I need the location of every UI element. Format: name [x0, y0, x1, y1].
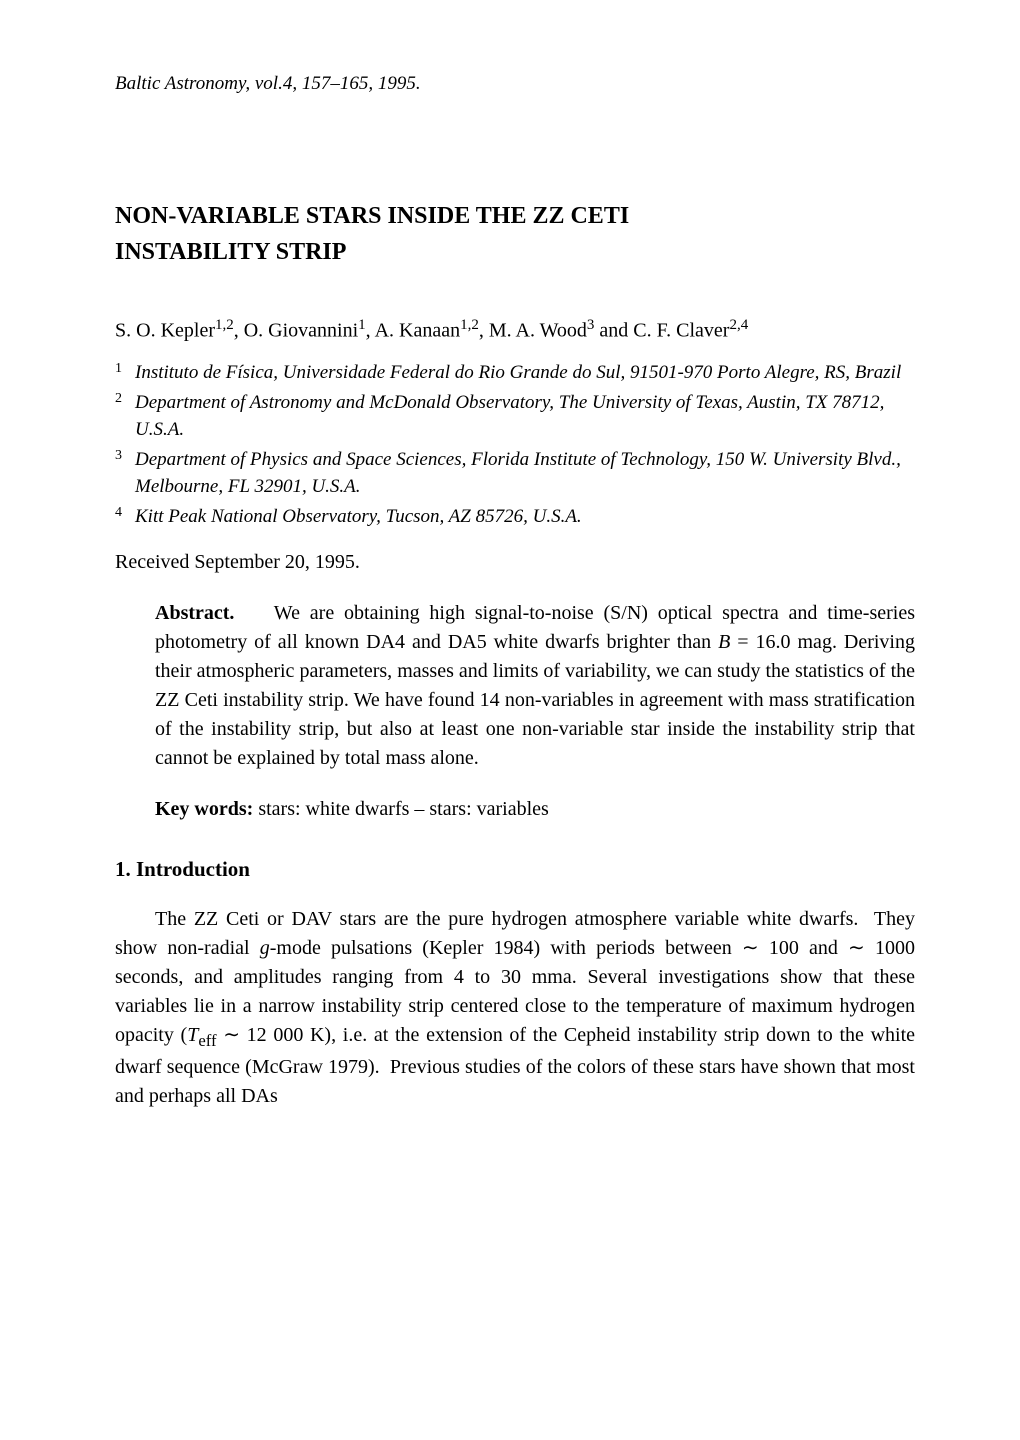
abstract-block: Abstract. We are obtaining high signal-t…: [155, 599, 915, 773]
affiliation-number: 4: [115, 503, 127, 523]
journal-reference: Baltic Astronomy, vol.4, 157–165, 1995.: [115, 70, 915, 98]
received-date: Received September 20, 1995.: [115, 548, 915, 577]
affiliation-text: Instituto de Física, Universidade Federa…: [135, 359, 915, 387]
affiliation-item: 2 Department of Astronomy and McDonald O…: [115, 389, 915, 444]
affiliation-number: 2: [115, 389, 127, 409]
body-paragraph: The ZZ Ceti or DAV stars are the pure hy…: [115, 905, 915, 1111]
affiliation-text: Department of Physics and Space Sciences…: [135, 446, 915, 501]
section-heading: 1. Introduction: [115, 854, 915, 884]
affiliation-text: Department of Astronomy and McDonald Obs…: [135, 389, 915, 444]
affiliations-block: 1 Instituto de Física, Universidade Fede…: [115, 359, 915, 530]
paper-title: NON-VARIABLE STARS INSIDE THE ZZ CETI IN…: [115, 198, 915, 270]
affiliation-number: 3: [115, 446, 127, 466]
keywords-label: Key words:: [155, 798, 253, 820]
affiliation-item: 3 Department of Physics and Space Scienc…: [115, 446, 915, 501]
affiliation-number: 1: [115, 359, 127, 379]
title-line-2: INSTABILITY STRIP: [115, 239, 346, 265]
keywords-text: stars: white dwarfs – stars: variables: [253, 798, 548, 820]
title-line-1: NON-VARIABLE STARS INSIDE THE ZZ CETI: [115, 203, 629, 229]
authors: S. O. Kepler1,2, O. Giovannini1, A. Kana…: [115, 315, 915, 346]
affiliation-item: 1 Instituto de Física, Universidade Fede…: [115, 359, 915, 387]
keywords-block: Key words: stars: white dwarfs – stars: …: [155, 795, 915, 824]
abstract-label: Abstract.: [155, 602, 234, 624]
abstract-text: We are obtaining high signal-to-noise (S…: [155, 602, 915, 769]
affiliation-text: Kitt Peak National Observatory, Tucson, …: [135, 503, 915, 531]
affiliation-item: 4 Kitt Peak National Observatory, Tucson…: [115, 503, 915, 531]
